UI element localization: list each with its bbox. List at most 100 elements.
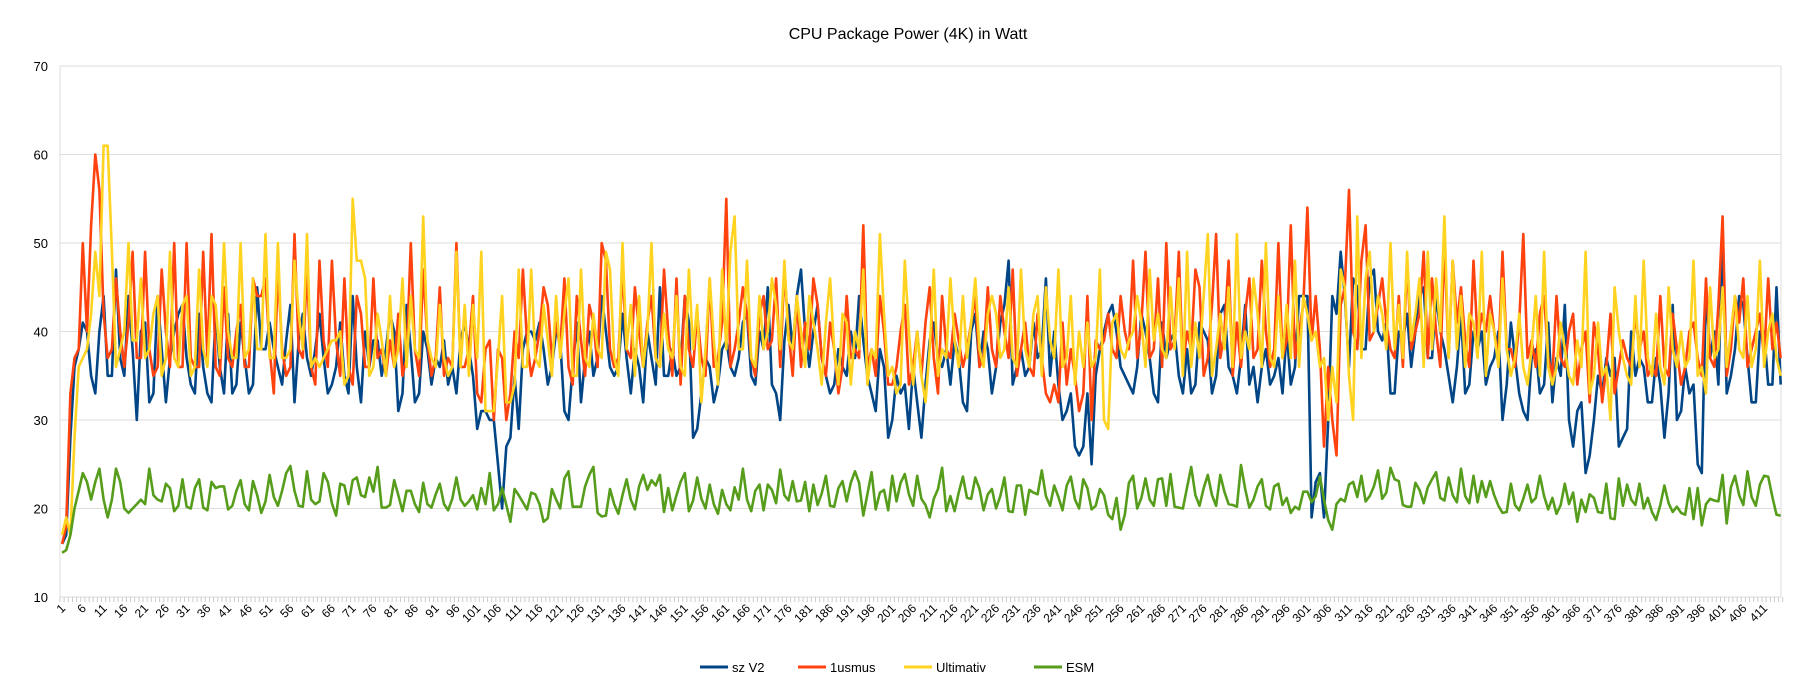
x-tick-label: 111	[502, 601, 525, 624]
x-tick-label: 226	[978, 601, 1002, 625]
x-tick-label: 101	[459, 601, 483, 625]
x-tick-label: 381	[1622, 601, 1646, 625]
x-tick-label: 311	[1332, 601, 1356, 625]
x-tick-label: 51	[256, 601, 276, 621]
x-tick-label: 176	[771, 601, 795, 625]
legend-item: sz V2	[700, 660, 765, 675]
x-tick-label: 76	[360, 601, 380, 621]
x-tick-label: 36	[194, 601, 214, 621]
legend-label: sz V2	[732, 660, 765, 675]
x-tick-label: 41	[215, 601, 235, 621]
legend-item: ESM	[1034, 660, 1094, 675]
x-tick-label: 171	[750, 601, 774, 625]
x-tick-label: 396	[1684, 601, 1708, 625]
x-tick-label: 1	[54, 601, 69, 616]
x-tick-label: 301	[1289, 601, 1313, 625]
x-tick-label: 196	[854, 601, 878, 625]
x-tick-label: 156	[688, 601, 712, 625]
x-tick-label: 116	[522, 601, 546, 625]
x-tick-label: 281	[1206, 601, 1230, 625]
series-lines	[60, 144, 1782, 554]
y-tick-label: 70	[34, 59, 48, 74]
x-tick-label: 86	[402, 601, 422, 621]
grid-lines	[59, 65, 1784, 602]
x-tick-label: 411	[1747, 601, 1771, 625]
x-tick-label: 386	[1642, 601, 1666, 625]
x-tick-label: 356	[1518, 601, 1542, 625]
x-tick-label: 201	[874, 601, 898, 625]
x-tick-label: 181	[791, 601, 815, 625]
y-tick-label: 20	[34, 502, 48, 517]
x-tick-label: 151	[667, 601, 691, 625]
x-tick-label: 256	[1103, 601, 1127, 625]
chart-title: CPU Package Power (4K) in Watt	[789, 26, 1028, 43]
x-tick-label: 291	[1248, 601, 1272, 625]
legend-label: ESM	[1066, 660, 1094, 675]
y-tick-label: 60	[34, 148, 48, 163]
x-tick-label: 71	[339, 601, 359, 621]
x-tick-label: 376	[1601, 601, 1625, 625]
x-tick-label: 391	[1663, 601, 1687, 625]
x-tick-label: 326	[1393, 601, 1417, 625]
x-tick-label: 11	[91, 601, 110, 620]
x-tick-label: 46	[236, 601, 256, 621]
x-tick-label: 136	[605, 601, 629, 625]
legend-label: Ultimativ	[936, 660, 986, 675]
x-tick-label: 126	[563, 601, 587, 625]
x-tick-label: 56	[277, 601, 297, 621]
x-tick-label: 186	[812, 601, 836, 625]
x-tick-label: 106	[480, 601, 504, 625]
x-tick-label: 141	[625, 601, 649, 625]
x-tick-label: 346	[1476, 601, 1500, 625]
x-tick-label: 61	[298, 601, 318, 621]
x-tick-label: 21	[132, 601, 152, 621]
x-tick-label: 96	[443, 601, 463, 621]
x-tick-label: 81	[381, 601, 401, 621]
y-tick-label: 30	[34, 413, 48, 428]
x-tick-label: 246	[1061, 601, 1085, 625]
x-tick-label: 366	[1559, 601, 1583, 625]
series-line-sz-v2	[60, 232, 1782, 545]
x-tick-label: 211	[917, 601, 941, 625]
y-tick-label: 40	[34, 325, 48, 340]
x-tick-label: 286	[1227, 601, 1251, 625]
x-tick-label: 121	[542, 601, 566, 625]
legend-label: 1usmus	[830, 660, 876, 675]
x-tick-label: 261	[1123, 601, 1147, 625]
x-tick-label: 271	[1165, 601, 1189, 625]
x-tick-label: 331	[1414, 601, 1438, 625]
x-tick-label: 251	[1082, 601, 1106, 625]
x-tick-label: 401	[1705, 601, 1729, 625]
x-tick-label: 66	[319, 601, 339, 621]
x-tick-label: 221	[957, 601, 981, 625]
x-tick-label: 296	[1269, 601, 1293, 625]
series-line-esm	[61, 463, 1781, 554]
x-tick-label: 206	[895, 601, 919, 625]
series-line-ultimativ	[60, 144, 1782, 537]
x-tick-label: 146	[646, 601, 670, 625]
y-tick-label: 10	[34, 590, 48, 605]
x-tick-label: 351	[1497, 601, 1521, 625]
x-tick-label: 316	[1352, 601, 1376, 625]
x-tick-label: 306	[1310, 601, 1334, 625]
x-axis-tick-labels: 1 6 11 16 21 26 31 36 41 46 51 56 61 66 71 76 81 86 91 9610…	[54, 601, 1771, 625]
x-tick-label: 336	[1435, 601, 1459, 625]
x-tick-label: 161	[708, 601, 732, 625]
x-tick-label: 321	[1373, 601, 1397, 625]
x-tick-label: 371	[1580, 601, 1604, 625]
x-tick-label: 31	[173, 601, 193, 621]
x-tick-label: 6	[74, 601, 89, 616]
x-tick-label: 276	[1186, 601, 1210, 625]
legend-item: 1usmus	[798, 660, 876, 675]
x-tick-label: 91	[422, 601, 442, 621]
x-tick-label: 131	[584, 601, 608, 625]
x-tick-label: 241	[1040, 601, 1064, 625]
x-tick-label: 16	[111, 601, 131, 621]
x-tick-label: 191	[833, 601, 857, 625]
x-tick-label: 166	[729, 601, 753, 625]
y-axis-tick-labels: 10 20 30 40 50 60 70	[34, 59, 48, 605]
y-tick-label: 50	[34, 236, 48, 251]
x-tick-label: 406	[1725, 601, 1749, 625]
x-tick-label: 361	[1539, 601, 1563, 625]
x-tick-label: 236	[1020, 601, 1044, 625]
